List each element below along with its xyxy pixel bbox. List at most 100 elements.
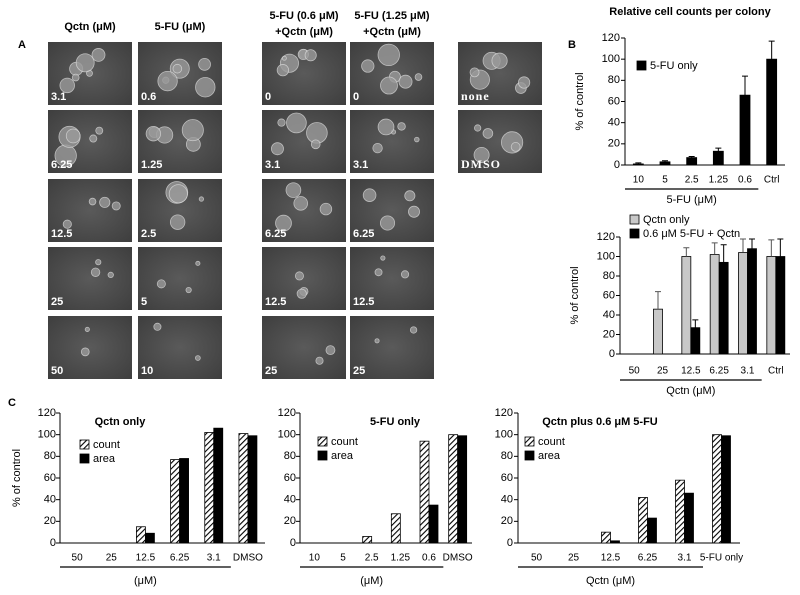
x-axis-label: (μM) <box>360 575 383 587</box>
x-tick-label: 50 <box>629 366 641 377</box>
y-tick-label: 120 <box>495 407 513 419</box>
cell-cluster <box>276 64 290 77</box>
cell-cluster <box>414 73 423 81</box>
panel-label: B <box>568 39 576 51</box>
y-tick-label: 120 <box>602 32 620 44</box>
legend-label: area <box>331 450 354 462</box>
cell-cluster <box>304 49 317 62</box>
bar <box>709 254 720 355</box>
y-tick-label: 120 <box>278 407 296 419</box>
y-tick-label: 100 <box>38 429 56 441</box>
x-tick-label: 1.25 <box>391 553 411 564</box>
micrograph <box>350 110 434 173</box>
cell-cluster <box>91 48 106 62</box>
cell-cluster <box>372 142 383 154</box>
bar <box>766 58 778 166</box>
y-tick-label: 60 <box>44 472 56 484</box>
error-bar <box>742 75 748 96</box>
cell-cluster <box>95 259 102 266</box>
y-tick-label: 80 <box>608 74 620 86</box>
tile-label: 12.5 <box>353 296 374 308</box>
tile-label: 25 <box>51 296 63 308</box>
x-tick-label: 50 <box>531 553 543 564</box>
x-tick-label: 5 <box>662 175 668 186</box>
x-tick-label: 6.25 <box>170 553 190 564</box>
cell-cluster <box>168 184 188 204</box>
error-bar <box>715 147 722 152</box>
bar <box>647 517 657 544</box>
y-tick-label: 0 <box>609 348 615 360</box>
x-axis-label: Qctn (μM) <box>586 575 635 587</box>
legend-label: 0.6 μM 5-FU + Qctn <box>643 228 740 240</box>
y-tick-label: 120 <box>597 231 615 243</box>
x-tick-label: 6.25 <box>709 366 729 377</box>
cell-cluster <box>89 134 98 143</box>
bar <box>766 256 777 355</box>
cell-cluster <box>377 43 400 67</box>
legend-key <box>317 450 328 461</box>
y-tick-label: 0 <box>614 159 620 171</box>
bar <box>690 327 701 355</box>
cell-cluster <box>195 77 216 98</box>
cell-cluster <box>195 355 201 361</box>
cell-cluster <box>84 326 90 332</box>
cell-cluster <box>169 214 186 230</box>
cell-cluster <box>408 205 420 218</box>
bar <box>428 504 439 544</box>
y-tick-label: 100 <box>597 250 615 262</box>
error-bar <box>711 242 718 255</box>
cell-cluster <box>198 196 205 202</box>
cell-cluster <box>400 270 410 279</box>
cell-cluster <box>294 271 304 281</box>
tile-label: 0 <box>353 91 359 103</box>
legend-key <box>524 450 535 461</box>
x-tick-label: 25 <box>657 366 669 377</box>
y-tick-label: 20 <box>284 515 296 527</box>
bar <box>721 435 731 544</box>
bar <box>747 248 757 355</box>
cell-cluster <box>65 128 81 144</box>
y-tick-label: 20 <box>44 515 56 527</box>
cell-cluster <box>172 63 183 74</box>
y-tick-label: 0 <box>290 537 296 549</box>
chart-title: 5-FU only <box>370 416 421 428</box>
y-tick-label: 0 <box>507 537 513 549</box>
error-bar <box>655 291 661 310</box>
micrograph <box>262 247 346 310</box>
cell-cluster <box>59 77 75 94</box>
cell-cluster <box>380 255 386 261</box>
cell-cluster <box>281 55 287 61</box>
legend-label: area <box>93 453 116 465</box>
y-tick-label: 40 <box>44 494 56 506</box>
bar <box>136 526 146 544</box>
bar <box>712 150 724 166</box>
x-axis-label: 5-FU (μM) <box>667 194 717 206</box>
cell-cluster <box>277 118 286 127</box>
y-tick-label: 80 <box>44 450 56 462</box>
cell-cluster <box>75 53 95 73</box>
y-tick-label: 100 <box>278 429 296 441</box>
x-tick-label: 2.5 <box>685 175 699 186</box>
column-header: Qctn (μM) <box>64 21 116 33</box>
micrograph <box>138 247 222 310</box>
cell-cluster <box>285 182 302 198</box>
micrograph <box>350 179 434 242</box>
y-tick-label: 40 <box>608 117 620 129</box>
micrograph <box>350 316 434 379</box>
x-tick-label: 25 <box>106 553 118 564</box>
legend-label: count <box>331 436 358 448</box>
bar <box>457 435 468 544</box>
cell-cluster <box>71 73 80 82</box>
y-tick-label: 80 <box>501 450 513 462</box>
y-tick-label: 0 <box>50 537 56 549</box>
cell-cluster <box>361 59 375 73</box>
x-tick-label: 3.1 <box>678 553 692 564</box>
cell-cluster <box>491 52 508 69</box>
cell-cluster <box>377 118 395 136</box>
bar <box>632 163 644 166</box>
cell-cluster <box>107 271 114 278</box>
bar <box>204 432 215 544</box>
bar <box>362 536 373 544</box>
error-bar <box>692 319 699 328</box>
